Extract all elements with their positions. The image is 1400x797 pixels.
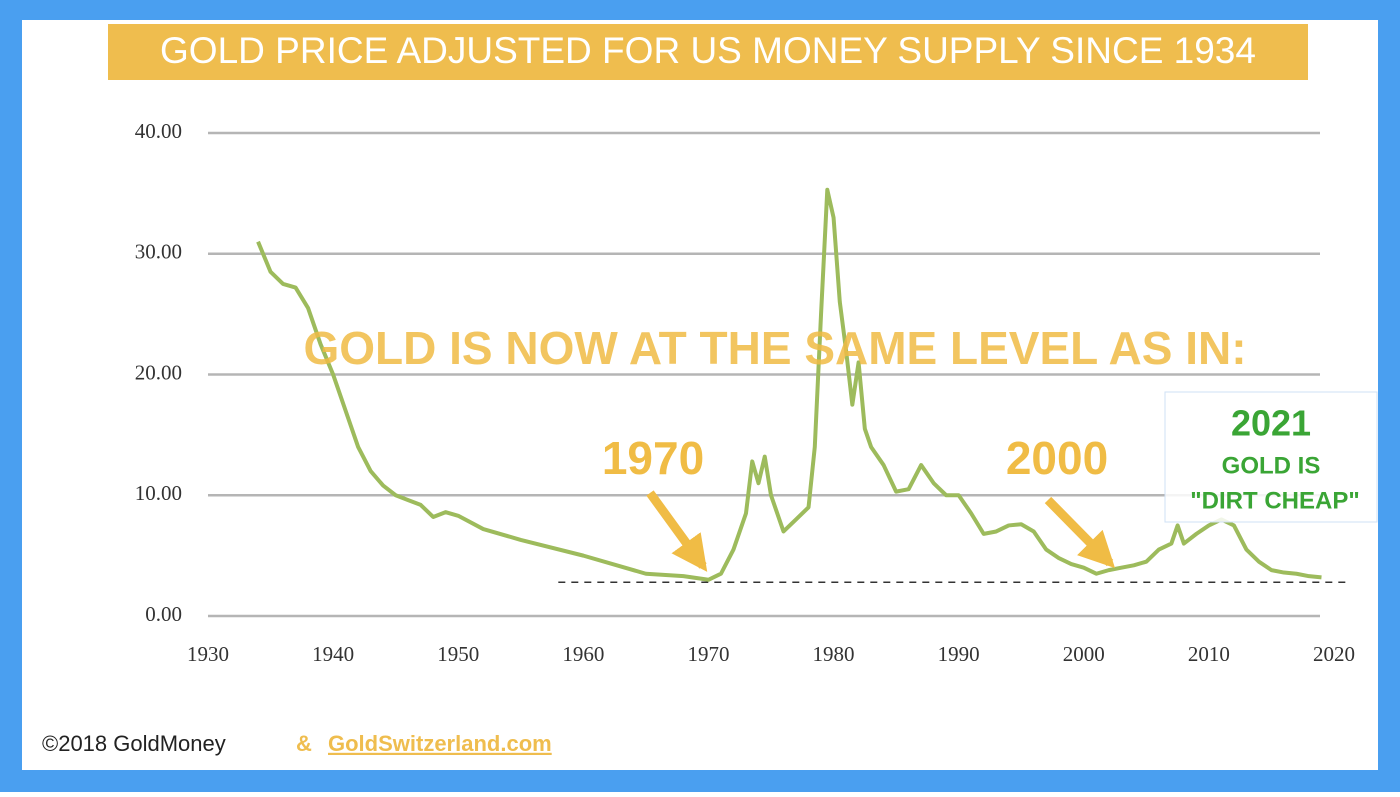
annotation: 1970 [602, 432, 704, 484]
canvas [22, 20, 1378, 770]
plot-area: 0.00 10.00 20.00 30.00 40.00 1930 1940 1950 1960… [135, 119, 1355, 666]
x-tick-label: 1980 [813, 642, 855, 666]
y-tick-label: 30.00 [135, 240, 182, 264]
x-tick-label: 1960 [562, 642, 604, 666]
annotation: GOLD IS NOW AT THE SAME LEVEL AS IN: [303, 322, 1246, 374]
x-tick-label: 2020 [1313, 642, 1355, 666]
y-tick-label: 10.00 [135, 481, 182, 505]
footer-link[interactable]: GoldSwitzerland.com [328, 731, 552, 756]
x-tick-label: 1950 [437, 642, 479, 666]
annotation: "DIRT CHEAP" [1190, 487, 1359, 514]
x-tick-label: 2010 [1188, 642, 1230, 666]
x-tick-label: 1970 [687, 642, 729, 666]
x-tick-label: 1930 [187, 642, 229, 666]
x-tick-label: 1990 [938, 642, 980, 666]
callout-box [1164, 391, 1378, 523]
arrow [1044, 496, 1116, 569]
y-tick-label: 40.00 [135, 119, 182, 143]
chart-title: GOLD PRICE ADJUSTED FOR US MONEY SUPPLY … [160, 30, 1256, 71]
footer-separator: & [296, 731, 312, 756]
title-banner [108, 24, 1308, 80]
y-tick-label: 20.00 [135, 360, 182, 384]
annotation: 2021 [1231, 403, 1311, 444]
y-tick-label: 0.00 [145, 602, 182, 626]
x-tick-label: 2000 [1063, 642, 1105, 666]
arrow [646, 490, 708, 572]
x-tick-label: 1940 [312, 642, 354, 666]
line-series [256, 187, 1322, 582]
footer-copyright: ©2018 GoldMoney [42, 731, 226, 756]
annotation: 2000 [1006, 432, 1108, 484]
annotation: GOLD IS [1222, 452, 1321, 479]
